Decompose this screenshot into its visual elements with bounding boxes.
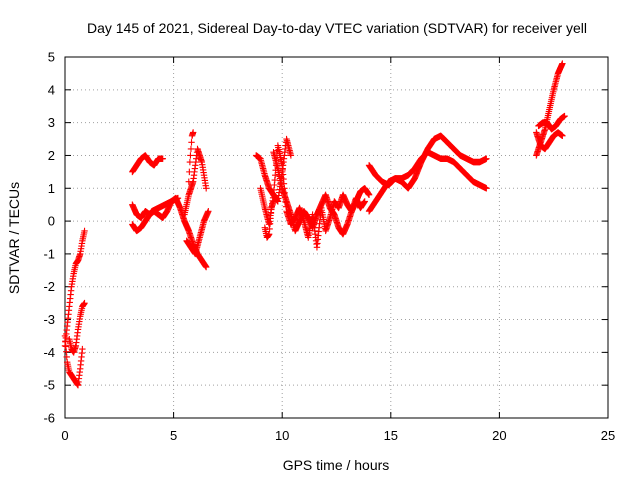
- data-point: [79, 345, 86, 353]
- data-series-arc-b2: [129, 194, 210, 271]
- data-series-arc-b1: [129, 152, 166, 176]
- y-tick-label: -1: [43, 246, 55, 261]
- data-point: [187, 152, 194, 159]
- x-axis-ticks: 0 5 10 15 20 25: [61, 57, 615, 443]
- data-point: [365, 191, 373, 199]
- data-point: [202, 185, 210, 192]
- y-tick-label: -2: [43, 279, 55, 294]
- data-series-arc-e2: [533, 129, 566, 153]
- data-point: [559, 132, 566, 139]
- y-tick-label: -6: [43, 411, 55, 426]
- y-tick-label: 5: [48, 50, 55, 65]
- data-point: [189, 129, 197, 136]
- data-point: [559, 60, 566, 67]
- data-series-arc-b3: [129, 194, 182, 235]
- data-point: [174, 194, 182, 202]
- data-series-arc-a1: [61, 227, 88, 349]
- data-series-arc-d2: [365, 132, 490, 192]
- data-point: [361, 198, 368, 205]
- plot-frame: [64, 56, 609, 419]
- plot-border: [64, 56, 609, 419]
- data-point: [561, 112, 568, 120]
- y-tick-label: 0: [48, 214, 55, 229]
- x-axis-label: GPS time / hours: [283, 457, 390, 473]
- y-tick-label: 4: [48, 82, 55, 97]
- data-point: [205, 208, 212, 215]
- data-series-arc-c3: [270, 148, 373, 238]
- chart-title: Day 145 of 2021, Sidereal Day-to-day VTE…: [87, 20, 587, 36]
- data-series-arc-b4: [181, 145, 210, 218]
- grid: [65, 57, 608, 418]
- y-axis-label: SDTVAR / TECUs: [6, 182, 22, 294]
- y-axis-ticks: -6 -5 -4 -3 -2 -1 0 1 2 3 4 5: [43, 50, 608, 426]
- data-point: [287, 152, 295, 159]
- data-point: [187, 145, 195, 153]
- y-tick-label: 1: [48, 181, 55, 196]
- data-series-arc-b5: [183, 208, 212, 258]
- data-point: [81, 299, 88, 307]
- data-series-arc-c4: [261, 198, 277, 241]
- y-tick-label: -5: [43, 378, 55, 393]
- y-tick-label: -4: [43, 345, 55, 360]
- data-point: [186, 168, 193, 176]
- data-point: [186, 158, 194, 166]
- x-tick-label: 20: [492, 428, 506, 443]
- data-points: [61, 60, 568, 389]
- data-series-arc-b6: [185, 129, 197, 185]
- x-tick-label: 25: [601, 428, 615, 443]
- data-series-arc-c1: [252, 135, 295, 205]
- x-tick-label: 5: [170, 428, 177, 443]
- data-point: [159, 155, 166, 162]
- x-tick-label: 15: [384, 428, 398, 443]
- y-tick-label: 2: [48, 148, 55, 163]
- data-series-arc-a2: [61, 332, 86, 389]
- data-point: [483, 185, 490, 192]
- data-point: [270, 198, 277, 205]
- data-series-arc-a3: [66, 299, 88, 356]
- data-series-arc-e3: [535, 112, 568, 133]
- data-point: [202, 263, 210, 271]
- data-point: [185, 178, 193, 185]
- data-point: [188, 139, 195, 146]
- y-tick-label: -3: [43, 312, 55, 327]
- data-point: [483, 155, 490, 162]
- x-tick-label: 10: [275, 428, 289, 443]
- x-tick-label: 0: [61, 428, 68, 443]
- y-tick-label: 3: [48, 115, 55, 130]
- data-point: [81, 227, 88, 235]
